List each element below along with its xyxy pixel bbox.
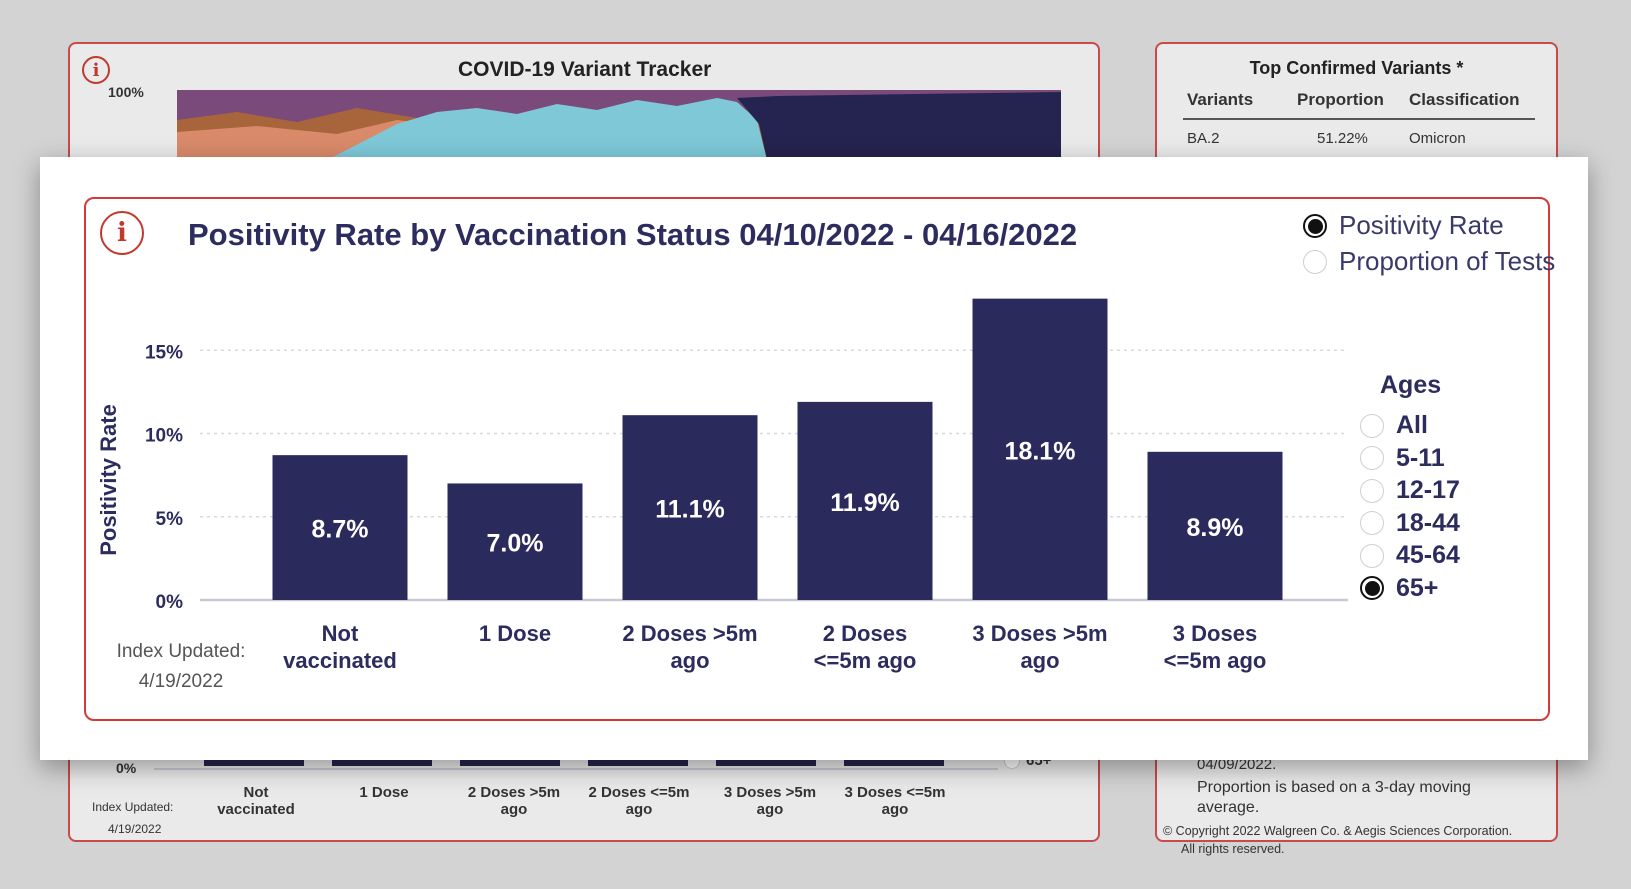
age-label: 18-44 bbox=[1396, 508, 1460, 537]
chart-title: Positivity Rate by Vaccination Status 04… bbox=[188, 217, 1078, 252]
x-tick-label: 2 Doses bbox=[823, 621, 907, 646]
bar[interactable] bbox=[272, 455, 408, 600]
x-tick-label: 1 Dose bbox=[479, 621, 551, 646]
y-tick-label: 0% bbox=[156, 592, 184, 613]
y-axis-label: Positivity Rate bbox=[96, 404, 121, 556]
under-index-label: Index Updated: bbox=[92, 800, 174, 814]
under-cat-1: 1 Dose bbox=[359, 784, 409, 801]
age-option-45-64[interactable]: 45-64 bbox=[1360, 541, 1460, 570]
age-option-65plus[interactable]: 65+ bbox=[1360, 574, 1438, 603]
moving-average-note: Proportion is based on a 3-day moving av… bbox=[1197, 779, 1471, 816]
tracker-info-icon[interactable]: i bbox=[82, 56, 110, 84]
x-tick-label: vaccinated bbox=[283, 648, 397, 673]
under-axis-line bbox=[154, 768, 998, 770]
col-classification[interactable]: Classification bbox=[1409, 90, 1520, 109]
col-proportion[interactable]: Proportion bbox=[1297, 90, 1384, 109]
metric-proportion-of-tests[interactable]: Proportion of Tests bbox=[1303, 246, 1555, 277]
table-header-divider bbox=[1183, 118, 1535, 120]
info-icon[interactable]: i bbox=[100, 211, 144, 255]
bar-value-label: 8.9% bbox=[1187, 514, 1244, 542]
radio-proportion-of-tests[interactable] bbox=[1303, 249, 1327, 274]
rights: All rights reserved. bbox=[1181, 842, 1285, 856]
radio-positivity-rate[interactable] bbox=[1303, 213, 1327, 238]
bar-value-label: 8.7% bbox=[312, 516, 369, 544]
bar[interactable] bbox=[972, 298, 1108, 600]
y-tick-label: 5% bbox=[156, 509, 184, 530]
age-label: 45-64 bbox=[1396, 541, 1460, 569]
x-tick-label: <=5m ago bbox=[814, 648, 917, 673]
variant-area-chart bbox=[177, 90, 1061, 160]
bar[interactable] bbox=[797, 401, 933, 600]
under-cat-4: 3 Doses >5m ago bbox=[723, 784, 817, 818]
index-updated-label: Index Updated: bbox=[116, 641, 246, 662]
positivity-card: i Positivity Rate by Vaccination Status … bbox=[84, 197, 1555, 721]
under-index-date: 4/19/2022 bbox=[108, 822, 162, 836]
y-tick-label: 15% bbox=[145, 342, 183, 363]
x-tick-label: 2 Doses >5m bbox=[622, 621, 757, 646]
bar-value-label: 18.1% bbox=[1005, 437, 1076, 465]
tracker-y-top-label: 100% bbox=[108, 84, 144, 100]
zoom-overlay: i Positivity Rate by Vaccination Status … bbox=[40, 157, 1588, 760]
metric-positivity-rate[interactable]: Positivity Rate bbox=[1303, 210, 1504, 241]
age-radio[interactable] bbox=[1360, 511, 1384, 535]
age-label: 65+ bbox=[1396, 573, 1439, 602]
bar-value-label: 7.0% bbox=[487, 530, 544, 558]
age-radio[interactable] bbox=[1360, 543, 1384, 568]
under-cat-3: 2 Doses <=5m ago bbox=[588, 784, 690, 818]
bar-value-label: 11.1% bbox=[655, 496, 725, 524]
x-tick-label: ago bbox=[1020, 648, 1059, 673]
bar[interactable] bbox=[1147, 451, 1283, 600]
bar[interactable] bbox=[622, 415, 758, 600]
x-tick-label: <=5m ago bbox=[1164, 648, 1267, 673]
y-tick-label: 10% bbox=[145, 426, 183, 447]
bar[interactable] bbox=[447, 483, 583, 600]
age-label: 12-17 bbox=[1396, 476, 1460, 504]
positivity-bar-chart: Positivity Rate 0% 5% 10% 15% 8.7% Notvaccinat… bbox=[96, 298, 1348, 673]
under-cat-0: Not vaccinated bbox=[217, 784, 295, 818]
x-tick-label: 3 Doses >5m bbox=[972, 621, 1107, 646]
variant-cell: BA.2 bbox=[1187, 130, 1220, 147]
classification-cell: Omicron bbox=[1409, 130, 1466, 147]
index-updated-date: 4/19/2022 bbox=[138, 671, 224, 692]
age-label: All bbox=[1396, 411, 1428, 439]
under-cat-5: 3 Doses <=5m ago bbox=[844, 784, 946, 818]
note-partial: 04/09/2022. bbox=[1197, 756, 1277, 773]
proportion-cell: 51.22% bbox=[1317, 130, 1368, 147]
x-tick-label: Not bbox=[322, 621, 359, 646]
bar-value-label: 11.9% bbox=[830, 489, 900, 517]
age-option-All[interactable]: All bbox=[1360, 411, 1428, 440]
age-radio[interactable] bbox=[1360, 478, 1384, 503]
top-variants-title: Top Confirmed Variants * bbox=[1249, 58, 1464, 78]
tracker-title: COVID-19 Variant Tracker bbox=[458, 58, 712, 81]
age-radio[interactable] bbox=[1360, 413, 1384, 438]
age-label: 5-11 bbox=[1396, 443, 1445, 472]
under-y0-label: 0% bbox=[116, 760, 137, 776]
metric-label: Positivity Rate bbox=[1339, 210, 1504, 240]
x-tick-label: ago bbox=[670, 648, 709, 673]
age-radio[interactable] bbox=[1360, 576, 1384, 600]
under-cat-2: 2 Doses >5m ago bbox=[467, 784, 561, 818]
age-option-5-11[interactable]: 5-11 bbox=[1360, 444, 1445, 473]
copyright: © Copyright 2022 Walgreen Co. & Aegis Sc… bbox=[1163, 824, 1513, 838]
col-variants[interactable]: Variants bbox=[1187, 90, 1254, 109]
x-tick-label: 3 Doses bbox=[1173, 621, 1257, 646]
ages-heading: Ages bbox=[1380, 371, 1442, 399]
age-option-12-17[interactable]: 12-17 bbox=[1360, 476, 1460, 505]
age-radio[interactable] bbox=[1360, 446, 1384, 470]
age-option-18-44[interactable]: 18-44 bbox=[1360, 509, 1460, 538]
metric-label: Proportion of Tests bbox=[1339, 246, 1556, 276]
